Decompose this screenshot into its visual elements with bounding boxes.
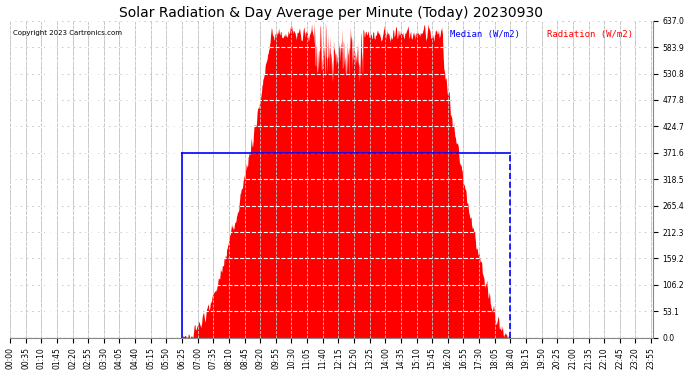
- Title: Solar Radiation & Day Average per Minute (Today) 20230930: Solar Radiation & Day Average per Minute…: [119, 6, 544, 20]
- Text: Radiation (W/m2): Radiation (W/m2): [546, 30, 633, 39]
- Text: Copyright 2023 Cartronics.com: Copyright 2023 Cartronics.com: [13, 30, 122, 36]
- Text: Median (W/m2): Median (W/m2): [451, 30, 520, 39]
